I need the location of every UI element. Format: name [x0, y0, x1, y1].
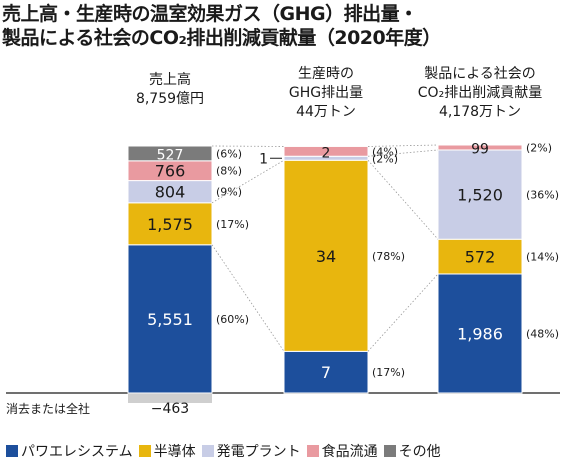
legend-label-3: 食品流通: [321, 444, 378, 460]
legend-label-2: 発電プラント: [216, 444, 301, 460]
percent-label-0-1: (17%): [216, 218, 249, 231]
bar-segment-2-1: [437, 238, 523, 275]
legend-item-3: 食品流通: [306, 441, 378, 461]
bar-segment-2-0: [437, 273, 523, 394]
bar-segment-1-0: [283, 350, 369, 394]
negative-value-label: −463: [151, 401, 189, 417]
value-label-1-3: 2: [322, 145, 331, 161]
value-label-0-4: 527: [157, 147, 184, 163]
bar-segment-2-2: [437, 149, 523, 240]
title-line-1: 売上高・生産時の温室効果ガス（GHG）排出量・: [2, 3, 418, 25]
percent-label-1-0: (17%): [372, 366, 405, 379]
percent-label-0-3: (8%): [216, 165, 242, 178]
legend-label-1: 半導体: [153, 444, 196, 460]
negative-bar: [128, 394, 212, 403]
legend-label-0: パワエレシステム: [21, 444, 133, 460]
value-label-0-2: 804: [155, 183, 186, 202]
value-label-1-1: 34: [316, 247, 336, 266]
connector-1-2-d: [367, 149, 439, 157]
legend-item-4: その他: [383, 441, 441, 461]
percent-label-0-4: (6%): [216, 147, 242, 160]
value-label-2-2: 1,520: [457, 186, 503, 205]
connector-1-2-c: [367, 144, 439, 147]
percent-label-0-2: (9%): [216, 186, 242, 199]
value-label-1-2: 1: [259, 151, 268, 167]
connector-1-2-a: [367, 159, 439, 240]
value-label-0-3: 766: [155, 162, 186, 181]
legend-item-2: 発電プラント: [201, 441, 301, 461]
legend-swatch-2: [201, 445, 214, 457]
percent-label-2-0: (48%): [526, 327, 559, 340]
column-header-2-2: 4,178万トン: [439, 104, 521, 120]
bar-segment-0-0: [127, 244, 213, 394]
value-label-2-3: 99: [471, 141, 489, 157]
bar-segment-1-3: [283, 145, 369, 157]
percent-label-0-0: (60%): [216, 313, 249, 326]
percent-label-2-1: (14%): [526, 251, 559, 264]
value-label-0-0: 5,551: [147, 310, 193, 329]
column-header-0-0: 売上高: [149, 71, 191, 88]
value-label-0-1: 1,575: [147, 215, 193, 234]
title-line-2: 製品による社会のCO₂排出削減貢献量（2020年度）: [2, 27, 441, 49]
legend-item-0: パワエレシステム: [6, 441, 133, 461]
percent-label-2-2: (36%): [526, 189, 559, 202]
value-label-2-0: 1,986: [457, 324, 503, 343]
percent-label-2-3: (2%): [526, 141, 552, 154]
connector-0-1-b: [211, 244, 285, 352]
bar-segment-0-4: [127, 145, 213, 162]
legend-swatch-4: [383, 445, 396, 457]
legend-swatch-3: [306, 445, 319, 457]
column-header-2-1: CO₂排出削減貢献量: [418, 84, 542, 101]
legend-label-4: その他: [398, 444, 441, 460]
column-header-2-0: 製品による社会の: [424, 66, 536, 82]
legend-item-1: 半導体: [138, 441, 196, 461]
connector-1-2-b: [367, 273, 439, 352]
chart-title: 売上高・生産時の温室効果ガス（GHG）排出量・ 製品による社会のCO₂排出削減貢…: [2, 2, 562, 50]
value-label-2-1: 572: [465, 248, 496, 267]
legend: パワエレシステム 半導体 発電プラント 食品流通 その他: [6, 441, 447, 461]
legend-swatch-0: [6, 445, 18, 457]
column-header-0-1: 8,759億円: [136, 91, 204, 107]
percent-label-1-3: (4%): [372, 145, 398, 158]
legend-swatch-1: [138, 445, 151, 457]
value-label-1-0: 7: [321, 363, 331, 382]
bar-segment-1-1: [283, 159, 369, 352]
percent-label-1-1: (78%): [372, 250, 405, 263]
column-header-1-1: GHG排出量: [289, 85, 363, 101]
negative-row-label: 消去または全社: [6, 401, 90, 416]
column-header-1-0: 生産時の: [298, 66, 354, 82]
bar-segment-2-3: [437, 144, 523, 151]
column-header-1-2: 44万トン: [296, 104, 356, 120]
